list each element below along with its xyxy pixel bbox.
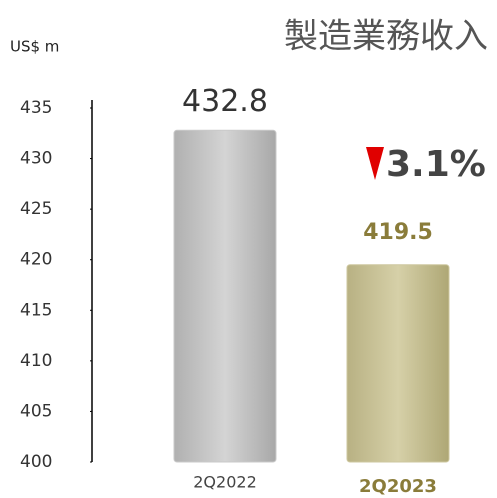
y-tick-label: 435 bbox=[20, 98, 52, 118]
value-label: 432.8 bbox=[182, 84, 268, 119]
x-tick-label: 2Q2022 bbox=[193, 473, 257, 492]
down-arrow bbox=[366, 147, 384, 180]
y-tick-label: 425 bbox=[20, 199, 52, 219]
y-tick-label: 415 bbox=[20, 300, 52, 320]
y-tick-label: 420 bbox=[20, 250, 52, 270]
chart-title: 製造業務收入 bbox=[284, 17, 488, 57]
y-tick-label: 400 bbox=[20, 452, 52, 472]
y-axis-label: US$ m bbox=[10, 38, 59, 56]
x-tick-label: 2Q2023 bbox=[359, 476, 437, 497]
bar bbox=[173, 129, 277, 463]
bar bbox=[346, 264, 450, 463]
y-tick-label: 405 bbox=[20, 401, 52, 421]
y-tick-label: 410 bbox=[20, 351, 52, 371]
y-tick-label: 430 bbox=[20, 149, 52, 169]
annotation: 3.1% bbox=[386, 144, 486, 185]
value-label: 419.5 bbox=[363, 220, 433, 245]
